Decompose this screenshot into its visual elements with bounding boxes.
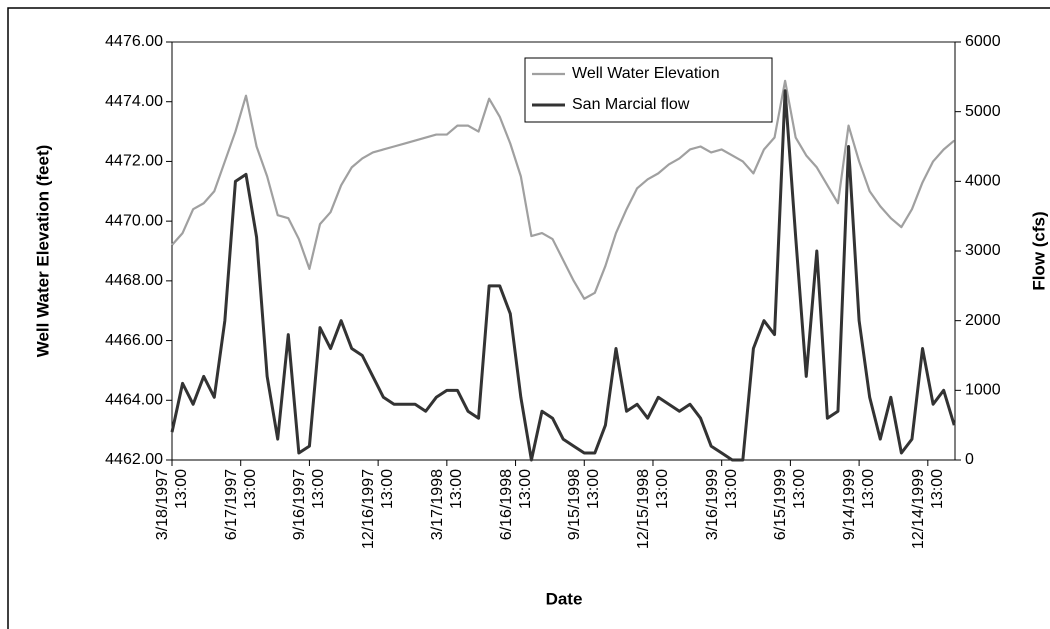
- y2-tick-label: 4000: [965, 173, 1001, 190]
- x-tick-label: 9/15/1998 13:00: [566, 469, 603, 541]
- legend-box: [524, 57, 773, 123]
- y-tick-label: 4470.00: [105, 212, 163, 229]
- y2-tick-label: 3000: [965, 242, 1001, 259]
- x-tick-label: 9/16/1997 13:00: [291, 469, 328, 541]
- y2-tick-label: 6000: [965, 33, 1001, 50]
- x-tick-label: 12/14/1999 13:00: [909, 469, 946, 550]
- y-axis-title: Well Water Elevation (feet): [33, 145, 52, 358]
- y2-tick-label: 2000: [965, 312, 1001, 329]
- series-line: [170, 89, 956, 462]
- x-tick-label: 3/16/1999 13:00: [703, 469, 740, 541]
- x-tick-label: 6/17/1997 13:00: [222, 469, 259, 541]
- x-tick-label: 6/15/1999 13:00: [772, 469, 809, 541]
- y2-tick-label: 0: [965, 451, 974, 468]
- x-tick-label: 3/18/1997 13:00: [154, 469, 190, 541]
- x-axis-title: Date: [546, 589, 583, 608]
- x-tick-label: 9/14/1999 13:00: [841, 469, 878, 541]
- y-tick-label: 4468.00: [105, 272, 163, 289]
- y2-tick-label: 1000: [965, 382, 1001, 399]
- y-tick-label: 4464.00: [105, 392, 163, 409]
- y-tick-label: 4462.00: [105, 451, 163, 468]
- x-tick-label: 12/16/1997 13:00: [360, 469, 397, 550]
- y2-axis-title: Flow (cfs): [1029, 211, 1048, 290]
- y2-tick-label: 5000: [965, 103, 1001, 120]
- frame: [7, 7, 1050, 629]
- y-tick-label: 4466.00: [105, 332, 163, 349]
- y-tick-label: 4472.00: [105, 153, 163, 170]
- x-tick-label: 12/15/1998 13:00: [634, 469, 671, 550]
- legend-label: San Marcial flow: [572, 96, 690, 113]
- x-tick-label: 3/17/1998 13:00: [428, 469, 465, 541]
- legend-label: Well Water Elevation: [572, 65, 720, 82]
- y-tick-label: 4474.00: [105, 93, 163, 110]
- y-tick-label: 4476.00: [105, 33, 163, 50]
- x-tick-label: 6/16/1998 13:00: [497, 469, 534, 541]
- series-line: [171, 79, 955, 300]
